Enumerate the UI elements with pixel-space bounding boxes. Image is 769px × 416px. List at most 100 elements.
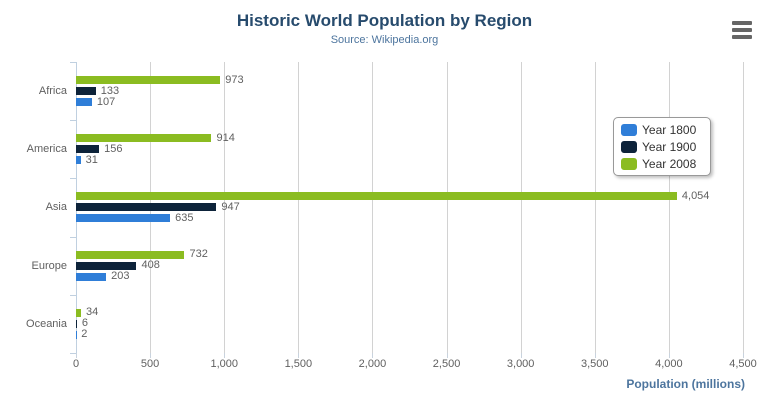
bar-value-label: 408 xyxy=(141,259,160,272)
bar-year-2008[interactable] xyxy=(76,192,677,201)
x-tick-label: 4,000 xyxy=(655,358,683,370)
bar-year-1900[interactable] xyxy=(76,203,217,212)
x-axis-tick xyxy=(446,353,448,358)
legend-label: Year 1900 xyxy=(642,139,697,154)
y-axis-tick xyxy=(70,236,76,238)
x-axis-labels: 0 500 1,000 1,500 2,000 2,500 3,000 3,500 4,000 4… xyxy=(73,358,757,372)
menu-bar xyxy=(732,28,752,32)
bar-year-2008[interactable] xyxy=(76,76,221,85)
grid-line xyxy=(594,62,596,353)
bar-year-1800[interactable] xyxy=(76,98,92,107)
x-tick-label: 1,000 xyxy=(210,358,238,370)
bar-line: 107 xyxy=(76,95,743,108)
bar-value-label: 156 xyxy=(104,142,123,155)
bar-line: 133 xyxy=(76,84,743,97)
bar-line: 31 xyxy=(76,153,743,166)
bar-year-1800[interactable] xyxy=(76,272,107,281)
bar-value-label: 914 xyxy=(216,131,235,144)
bar-value-label: 107 xyxy=(96,95,116,108)
x-axis-tick xyxy=(594,353,596,358)
category-label: America xyxy=(26,143,67,156)
category-row-america: America 914 156 31 xyxy=(27,120,743,178)
bar-value-label: 732 xyxy=(189,248,208,261)
bar-year-1900[interactable] xyxy=(76,261,137,270)
bar-line: 914 xyxy=(76,131,743,144)
x-tick-label: 4,500 xyxy=(729,358,757,370)
bar-line: 635 xyxy=(76,211,743,224)
bar-line: 408 xyxy=(76,259,743,272)
bar-line: 6 xyxy=(76,317,743,330)
x-axis-title: Population (millions) xyxy=(626,377,745,391)
x-axis-tick xyxy=(668,353,670,358)
bar-year-1900[interactable] xyxy=(76,87,96,96)
bar-value-label: 203 xyxy=(111,270,130,283)
bar-line: 156 xyxy=(76,142,743,155)
chart-title: Historic World Population by Region xyxy=(236,11,533,30)
x-tick-label: 2,500 xyxy=(432,358,461,370)
menu-bar xyxy=(732,35,752,39)
menu-bar xyxy=(732,21,752,25)
legend-label: Year 2008 xyxy=(642,156,697,171)
grid-line xyxy=(520,62,522,353)
grid-line xyxy=(298,62,300,353)
y-axis-tick xyxy=(70,178,76,180)
category-label: Africa xyxy=(38,85,67,98)
plot-area: Africa 973 133 107 America 914 156 31 Asia 4,054 9… xyxy=(26,62,744,358)
bar-line: 947 xyxy=(76,200,743,213)
bar-value-label: 6 xyxy=(81,317,88,330)
category-row-oceania: Oceania 34 6 2 xyxy=(26,295,743,353)
grid-line xyxy=(446,62,448,353)
bar-value-label: 133 xyxy=(100,84,120,97)
category-row-asia: Asia 4,054 947 635 xyxy=(46,178,743,236)
hamburger-menu-icon[interactable] xyxy=(732,21,752,39)
legend-swatch xyxy=(621,157,637,170)
x-axis-tick xyxy=(520,353,522,358)
bar-year-2008[interactable] xyxy=(76,250,185,259)
x-tick-label: 2,000 xyxy=(358,358,387,370)
category-row-africa: Africa 973 133 107 xyxy=(39,62,743,120)
legend-item-year-2008[interactable]: Year 2008 xyxy=(621,157,703,171)
y-axis-tick xyxy=(70,294,76,296)
bar-year-1900[interactable] xyxy=(76,145,100,154)
bar-year-1800[interactable] xyxy=(76,156,81,165)
legend-item-year-1800[interactable]: Year 1800 xyxy=(621,123,703,137)
grid-line xyxy=(224,62,226,353)
bar-year-1800[interactable] xyxy=(76,214,171,223)
bar-year-2008[interactable] xyxy=(76,134,212,143)
bar-line: 4,054 xyxy=(76,189,743,202)
legend: Year 1800 Year 1900 Year 2008 xyxy=(613,117,711,176)
bar-value-label: 4,054 xyxy=(681,189,710,202)
x-tick-label: 500 xyxy=(140,358,160,370)
legend-item-year-1900[interactable]: Year 1900 xyxy=(621,140,703,154)
bar-value-label: 973 xyxy=(225,73,244,86)
bar-line: 732 xyxy=(76,248,743,261)
bar-year-2008[interactable] xyxy=(76,308,82,317)
x-axis-tick xyxy=(372,353,374,358)
x-tick-label: 1,500 xyxy=(284,358,313,370)
x-axis-tick xyxy=(224,353,226,358)
bar-line: 34 xyxy=(76,306,743,319)
chart-subtitle: Source: Wikipedia.org xyxy=(330,34,439,46)
x-axis-tick xyxy=(743,353,744,358)
legend-swatch xyxy=(621,140,637,153)
bar-line: 203 xyxy=(76,270,743,283)
grid-line xyxy=(668,62,670,353)
bar-value-label: 635 xyxy=(175,211,194,224)
y-axis-tick xyxy=(70,62,76,63)
bar-value-label: 947 xyxy=(221,200,240,213)
category-label: Oceania xyxy=(26,317,67,330)
y-axis-tick xyxy=(70,353,76,354)
bar-value-label: 34 xyxy=(86,306,99,319)
bar-line: 2 xyxy=(76,329,743,340)
legend-swatch xyxy=(621,123,637,136)
category-row-europe: Europe 732 408 203 xyxy=(32,237,743,295)
bar-year-1900[interactable] xyxy=(76,319,77,328)
x-tick-label: 3,000 xyxy=(506,358,535,370)
bar-line: 973 xyxy=(76,73,743,86)
bar-value-label: 31 xyxy=(85,153,98,166)
category-label: Asia xyxy=(45,201,67,214)
category-label: Europe xyxy=(31,259,67,272)
grid-line xyxy=(743,62,744,353)
legend-label: Year 1800 xyxy=(642,122,697,137)
